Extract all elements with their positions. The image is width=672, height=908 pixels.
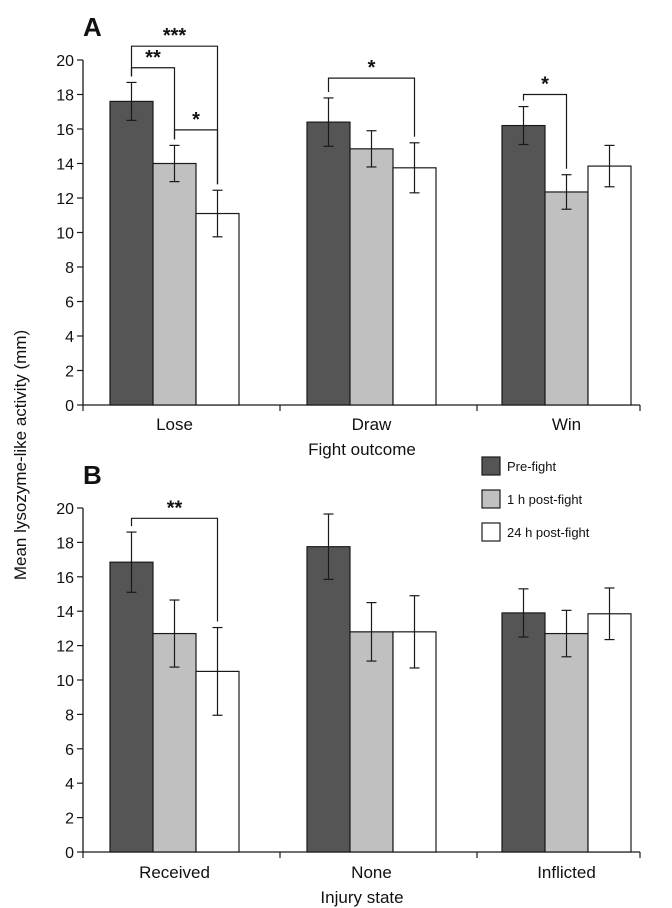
x-category-label: Draw [352, 415, 392, 434]
y-tick-label: 10 [56, 673, 74, 690]
panel-label: A [83, 12, 102, 42]
y-tick-label: 12 [56, 639, 74, 656]
significance-bracket [327, 77, 416, 137]
panel-label: B [83, 460, 102, 490]
bar [152, 162, 197, 406]
bar [195, 212, 240, 406]
y-tick-label: 2 [65, 364, 74, 381]
x-category-label: Received [139, 863, 210, 882]
bar [109, 561, 154, 853]
y-tick-label: 6 [65, 295, 74, 312]
y-tick-label: 10 [56, 226, 74, 243]
y-tick-label: 0 [65, 845, 74, 862]
y-tick-label: 16 [56, 122, 74, 139]
bar [587, 165, 632, 406]
legend-swatch [481, 522, 501, 542]
y-tick-label: 0 [65, 398, 74, 415]
bar [544, 191, 589, 406]
y-tick-label: 20 [56, 53, 74, 70]
significance-bracket [130, 45, 219, 185]
x-axis-title: Injury state [320, 888, 403, 907]
legend: Pre-fight 1 h post-fight 24 h post-fight [481, 456, 590, 542]
significance-bracket [130, 517, 219, 622]
x-category-label: None [351, 863, 392, 882]
significance-label: * [192, 109, 200, 131]
y-tick-label: 2 [65, 811, 74, 828]
x-axis-title: Fight outcome [308, 440, 416, 459]
y-tick-label: 8 [65, 260, 74, 277]
y-tick-label: 18 [56, 88, 74, 105]
bar [392, 167, 437, 406]
y-axis-title: Mean lysozyme-like activity (mm) [11, 330, 30, 580]
legend-label: Pre-fight [507, 459, 557, 474]
y-tick-label: 14 [56, 604, 74, 621]
y-tick-label: 16 [56, 570, 74, 587]
bar [349, 148, 394, 406]
significance-label: ** [167, 497, 183, 519]
panel-b: B 0 2 4 6 8 10 12 14 16 18 20 Received None Inflicted I… [56, 460, 641, 907]
x-category-label: Inflicted [537, 863, 596, 882]
legend-label: 24 h post-fight [507, 525, 590, 540]
bar [109, 100, 154, 406]
bar [306, 121, 351, 406]
significance-label: * [368, 57, 376, 79]
y-tick-label: 12 [56, 191, 74, 208]
bar [587, 613, 632, 853]
legend-label: 1 h post-fight [507, 492, 583, 507]
bar [544, 632, 589, 853]
bar [501, 124, 546, 406]
legend-swatch [481, 489, 501, 509]
bar [501, 612, 546, 853]
x-category-label: Lose [156, 415, 193, 434]
significance-label: ** [145, 47, 161, 69]
y-tick-label: 14 [56, 157, 74, 174]
significance-label: *** [163, 25, 187, 47]
y-tick-label: 8 [65, 707, 74, 724]
bar [349, 631, 394, 853]
significance-bracket [173, 129, 219, 185]
y-tick-label: 4 [65, 329, 74, 346]
bar [306, 546, 351, 853]
y-tick-label: 20 [56, 501, 74, 518]
y-tick-label: 18 [56, 535, 74, 552]
significance-bracket [522, 93, 568, 169]
significance-label: * [541, 74, 549, 96]
bar [152, 632, 197, 853]
y-tick-label: 6 [65, 742, 74, 759]
panel-a: A 0 2 4 6 8 10 12 14 16 18 20 Lose Draw Win Fight outco… [56, 12, 641, 459]
legend-swatch [481, 456, 501, 476]
x-category-label: Win [552, 415, 581, 434]
y-tick-label: 4 [65, 776, 74, 793]
